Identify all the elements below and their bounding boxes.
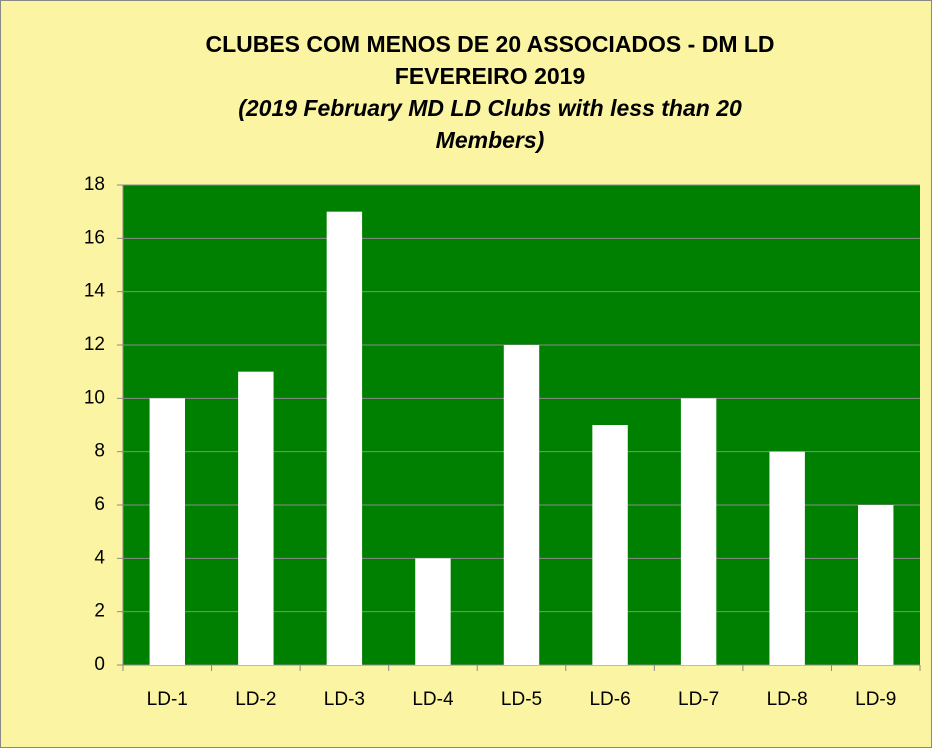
bar [503, 345, 540, 665]
bar [238, 371, 274, 665]
y-tick-label: 0 [94, 654, 105, 675]
y-tick-label: 4 [94, 547, 105, 568]
y-tick-label: 12 [84, 334, 105, 355]
x-tick-label: LD-7 [678, 689, 719, 710]
y-tick-label: 14 [84, 281, 106, 302]
x-tick-label: LD-9 [855, 689, 896, 710]
y-tick-label: 6 [94, 494, 105, 515]
chart-subtitle: (2019 February MD LD Clubs with less tha… [238, 95, 742, 121]
x-tick-label: LD-1 [147, 689, 188, 710]
bar [680, 398, 717, 665]
x-tick-label: LD-2 [235, 689, 276, 710]
bar [592, 425, 628, 665]
bar [326, 211, 363, 665]
y-tick-label: 16 [84, 227, 105, 248]
bar [858, 505, 894, 665]
bar [415, 558, 451, 665]
bar [149, 398, 185, 665]
y-tick-label: 8 [94, 441, 105, 462]
x-tick-label: LD-3 [324, 689, 365, 710]
x-tick-label: LD-5 [501, 689, 542, 710]
y-tick-label: 18 [84, 174, 105, 195]
chart-title: FEVEREIRO 2019 [395, 63, 585, 89]
x-tick-label: LD-6 [589, 689, 630, 710]
x-tick-label: LD-4 [412, 689, 454, 710]
chart-subtitle: Members) [436, 127, 545, 153]
y-tick-label: 10 [84, 387, 105, 408]
x-tick-label: LD-8 [767, 689, 808, 710]
bar [769, 451, 805, 665]
y-tick-label: 2 [94, 601, 105, 622]
chart-title: CLUBES COM MENOS DE 20 ASSOCIADOS - DM L… [205, 31, 774, 57]
